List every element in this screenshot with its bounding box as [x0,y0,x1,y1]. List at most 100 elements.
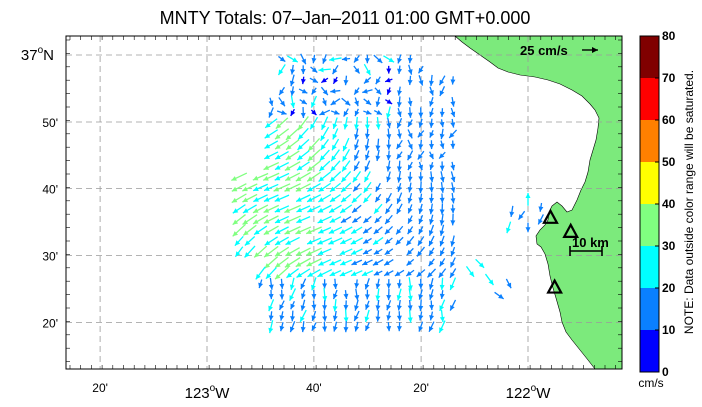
current-vector-head [354,124,360,130]
current-vector-head [429,111,434,118]
current-vector-head [301,99,307,105]
current-vector-head [231,176,237,181]
current-vector-head [295,186,302,192]
current-vector-head [275,134,281,140]
current-vector-head [396,283,402,289]
current-vector-head [407,285,413,291]
current-vector-head [264,252,270,258]
current-vector-head [274,175,281,181]
current-vector-head [342,155,348,162]
current-vector-head [285,251,292,256]
current-vector-head [439,153,445,159]
current-vector-head [234,240,241,246]
current-vector-head [396,208,402,214]
current-vector-head [364,154,370,161]
current-vector-head [449,132,455,138]
current-vector-head [300,305,306,311]
current-vector-head [274,165,281,170]
current-vector-head [375,145,381,151]
colorbar-unit: cm/s [638,376,663,390]
ocean-background [66,36,622,369]
current-vector-head [365,69,371,76]
current-vector-head [252,175,259,181]
current-vector-head [339,250,346,255]
current-vector-head [321,100,327,106]
current-vector-head [439,176,445,183]
current-vector-head [318,197,324,202]
current-vector-head [439,316,445,323]
current-vector-head [321,124,326,130]
current-vector-head [427,272,433,278]
current-vector-head [318,260,324,266]
current-vector-head [439,133,445,140]
current-vector-head [364,316,370,323]
current-vector-head [290,303,296,310]
current-vector-head [364,78,370,84]
current-vector-head [275,273,281,280]
current-vector-head [439,197,445,203]
current-vector-head [284,165,291,171]
current-vector-head [428,208,434,215]
current-vector-head [354,57,360,63]
current-vector-head [254,252,260,258]
current-vector-head [242,197,249,202]
current-vector-head [364,176,370,183]
x-tick-label: 20' [413,381,429,395]
current-vector-head [265,273,272,279]
current-vector-head [275,240,281,245]
current-vector-head [344,100,351,106]
current-vector-head [418,305,424,311]
current-vector-head [330,165,336,172]
current-vector-head [396,101,402,108]
current-vector-head [317,218,324,224]
current-vector-head [450,261,455,268]
current-vector-head [333,293,338,300]
current-vector-head [286,272,292,278]
current-vector-head [418,144,424,150]
current-vector-head [439,79,445,86]
current-vector-head [307,272,314,277]
current-vector-head [243,230,249,236]
current-vector-head [311,57,317,64]
current-vector-head [319,110,326,116]
current-vector-head [268,293,274,300]
current-vector-head [428,294,434,300]
current-vector-head [351,228,357,234]
current-vector-head [428,153,434,160]
current-vector-head [279,294,285,300]
current-vector-head [322,326,328,332]
current-vector-head [317,239,324,245]
current-vector-head [407,100,413,107]
current-vector-head [364,58,370,64]
current-vector-head [317,272,324,277]
current-vector-head [332,283,338,289]
current-vector-head [322,316,328,322]
current-vector-head [354,89,360,95]
current-vector-head [301,88,308,94]
current-vector-head [339,271,346,277]
current-vector-head [281,110,287,115]
current-vector-head [354,134,360,140]
current-vector-head [300,78,306,85]
current-vector-head [450,79,456,85]
current-vector-head [469,271,474,277]
current-vector-head [386,197,391,204]
current-vector-head [317,207,324,213]
current-vector-head [340,239,346,244]
current-vector-head [407,69,413,75]
current-vector-head [450,305,455,311]
colorbar-segment [640,36,659,78]
current-vector-head [284,218,290,224]
current-vector-head [406,260,412,266]
current-vector-head [395,239,402,245]
current-vector-head [386,68,392,74]
current-vector-head [363,217,369,223]
current-vector-head [311,88,317,95]
current-vector-head [264,186,270,191]
current-vector-head [296,165,303,171]
current-vector-head [296,207,303,213]
current-vector-head [450,198,456,204]
current-vector-head [253,197,259,202]
colorbar-tick-label: 10 [662,323,676,337]
current-vector-head [506,227,511,234]
